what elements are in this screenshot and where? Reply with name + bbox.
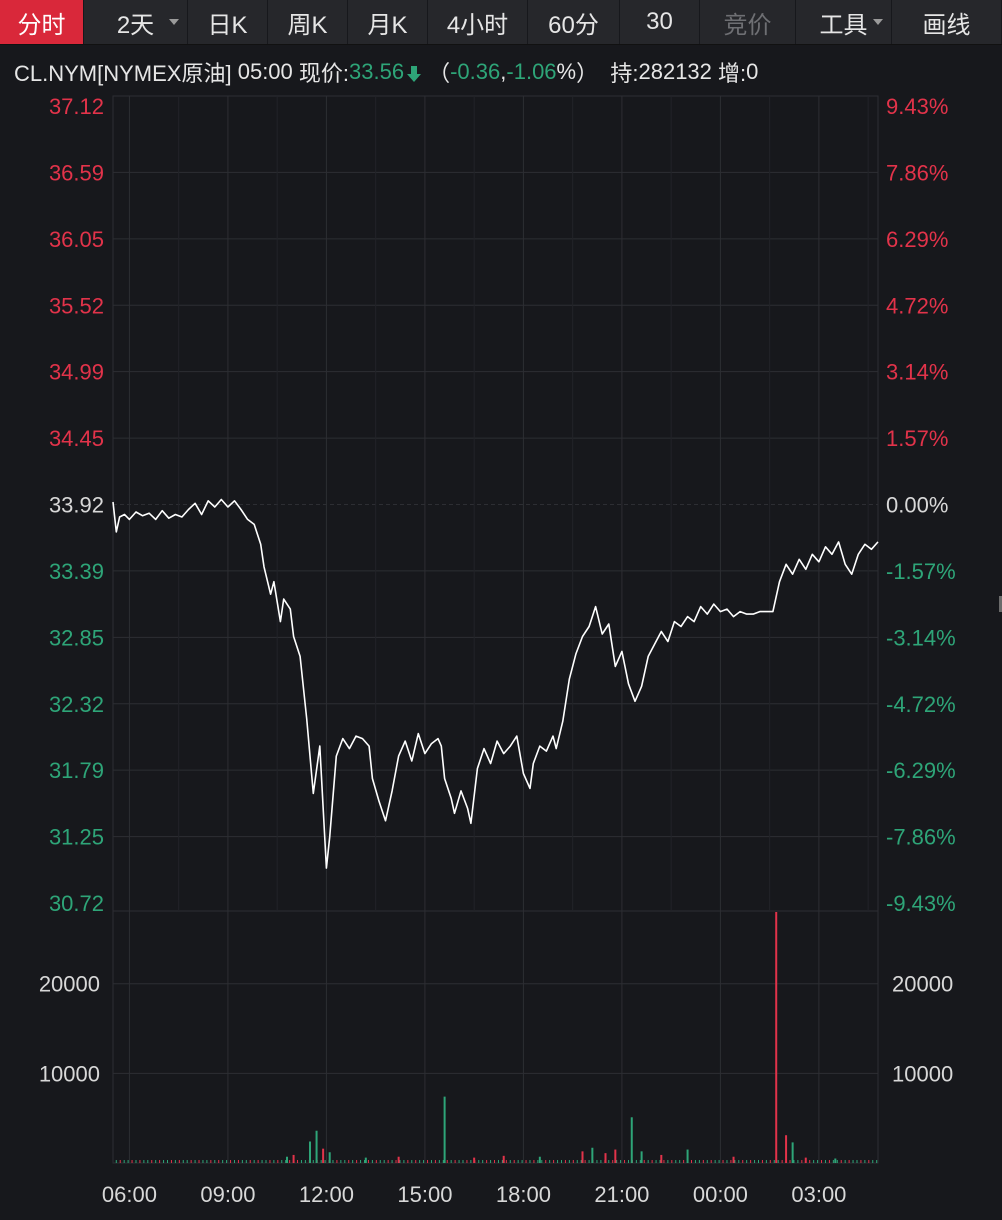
symbol-name: CL.NYM[NYMEX原油]	[14, 61, 232, 86]
tab-4[interactable]: 月K	[348, 0, 428, 44]
percent-tick-label: -3.14%	[886, 625, 956, 650]
price-line	[112, 498, 879, 869]
price-label: 现价:	[298, 61, 350, 86]
caret-down-icon	[169, 19, 179, 25]
percent-tick-label: 4.72%	[886, 293, 948, 318]
quote-time: 05:00	[237, 59, 293, 84]
tab-8[interactable]: 竞价	[700, 0, 796, 44]
price-tick-label: 34.99	[49, 360, 104, 385]
tab-label: 4小时	[446, 11, 509, 39]
price-tick-label: 33.39	[49, 559, 104, 584]
tab-label: 画线	[922, 11, 971, 39]
price-tick-label: 33.92	[49, 493, 104, 518]
open-interest-label: 持:	[610, 61, 639, 86]
percent-tick-label: 6.29%	[886, 227, 948, 252]
time-tick-label: 15:00	[397, 1182, 452, 1207]
percent-tick-label: -1.57%	[886, 559, 956, 584]
time-tick-label: 09:00	[200, 1182, 255, 1207]
increase-value: 0	[746, 59, 759, 84]
price-tick-label: 32.85	[49, 625, 104, 650]
price-change: -0.36	[450, 59, 501, 84]
percent-tick-label: -4.72%	[886, 692, 956, 717]
percent-sign: %	[556, 59, 577, 84]
volume-tick-label-right: 20000	[892, 972, 953, 997]
tab-5[interactable]: 4小时	[428, 0, 528, 44]
time-tick-label: 03:00	[791, 1182, 846, 1207]
tab-label: 60分	[548, 11, 599, 39]
tab-label: 2天	[116, 11, 155, 39]
scroll-handle[interactable]	[999, 596, 1002, 612]
caret-down-icon	[873, 19, 883, 25]
volume-tick-label: 10000	[39, 1061, 100, 1086]
tab-label: 竞价	[723, 11, 772, 39]
percent-tick-label: -7.86%	[886, 825, 956, 850]
time-tick-label: 18:00	[496, 1182, 551, 1207]
tab-6[interactable]: 60分	[528, 0, 620, 44]
price-tick-label: 30.72	[49, 891, 104, 916]
price-tick-label: 36.59	[49, 160, 104, 185]
open-interest-value: 282132	[638, 59, 712, 84]
percent-tick-label: -6.29%	[886, 758, 956, 783]
tab-10[interactable]: 画线	[892, 0, 1002, 44]
time-tick-label: 21:00	[594, 1182, 649, 1207]
tab-label: 30	[646, 8, 673, 35]
increase-label: 增:	[718, 61, 747, 86]
change-separator: ,	[500, 59, 507, 84]
percent-tick-label: 1.57%	[886, 426, 948, 451]
percent-tick-label: -9.43%	[886, 891, 956, 916]
tab-label: 分时	[17, 11, 66, 39]
tab-label: 日K	[207, 11, 248, 39]
price-change-percent: -1.06	[506, 59, 557, 84]
price-tick-label: 35.52	[49, 293, 104, 318]
percent-tick-label: 7.86%	[886, 160, 948, 185]
current-price: 33.56	[349, 59, 405, 84]
time-tick-label: 06:00	[102, 1182, 157, 1207]
tab-label: 月K	[367, 11, 408, 39]
percent-tick-label: 3.14%	[886, 360, 948, 385]
quote-info-bar: CL.NYM[NYMEX原油] 05:00 现价: 33.56 （ -0.36 …	[14, 56, 758, 88]
change-close-paren: ）	[576, 61, 599, 86]
time-tick-label: 00:00	[693, 1182, 748, 1207]
tab-1[interactable]: 2天	[84, 0, 188, 44]
arrow-down-icon	[406, 63, 422, 82]
tab-2[interactable]: 日K	[188, 0, 268, 44]
change-open-paren: （	[428, 61, 451, 86]
price-tick-label: 31.25	[49, 825, 104, 850]
tab-9[interactable]: 工具	[796, 0, 892, 44]
time-tick-label: 12:00	[299, 1182, 354, 1207]
price-tick-label: 34.45	[49, 426, 104, 451]
volume-tick-label: 20000	[39, 972, 100, 997]
price-tick-label: 31.79	[49, 758, 104, 783]
period-tab-bar: 分时 2天 日K 周K 月K 4小时 60分 30 竞价 工具 画线	[0, 0, 1002, 45]
tab-label: 周K	[287, 11, 328, 39]
percent-tick-label: 0.00%	[886, 493, 948, 518]
price-tick-label: 32.32	[49, 692, 104, 717]
tab-0[interactable]: 分时	[0, 0, 84, 44]
volume-tick-label-right: 10000	[892, 1061, 953, 1086]
percent-tick-label: 9.43%	[886, 94, 948, 119]
price-tick-label: 37.12	[49, 94, 104, 119]
tab-7[interactable]: 30	[620, 0, 700, 44]
tab-label: 工具	[819, 11, 868, 39]
chart-frame	[112, 95, 879, 1164]
tab-3[interactable]: 周K	[268, 0, 348, 44]
price-tick-label: 36.05	[49, 227, 104, 252]
